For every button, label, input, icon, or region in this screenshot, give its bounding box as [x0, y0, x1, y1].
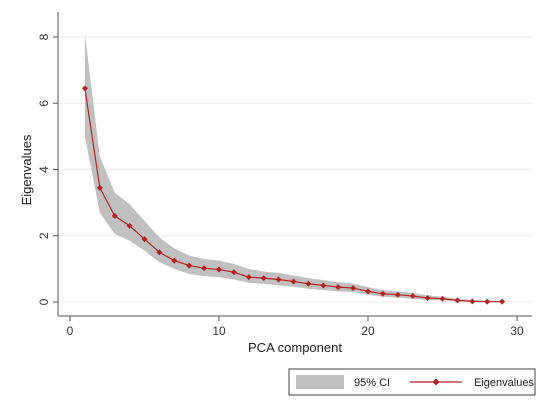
x-tick-label-2: 20 — [361, 324, 375, 338]
eigenvalue-point-26 — [454, 297, 461, 304]
eigenvalue-point-19 — [350, 285, 357, 292]
y-tick-label-2: 4 — [37, 166, 51, 173]
eigenvalue-point-10 — [216, 266, 222, 273]
eigenvalue-point-17 — [320, 282, 327, 289]
tick-labels: 0 2 4 6 8 0 10 20 30 — [37, 33, 524, 338]
eigenvalue-point-23 — [409, 293, 416, 300]
eigenvalue-point-28 — [484, 298, 491, 305]
eigenvalue-point-5 — [141, 236, 148, 243]
y-tick-label-3: 6 — [37, 100, 51, 107]
eigenvalue-point-4 — [126, 222, 133, 229]
eigenvalue-point-25 — [439, 295, 446, 302]
eigenvalue-point-13 — [260, 275, 267, 282]
eigenvalue-point-22 — [394, 291, 401, 298]
eigenvalue-point-21 — [379, 290, 386, 297]
eigenvalue-point-15 — [290, 278, 297, 285]
y-tick-label-0: 0 — [37, 298, 51, 305]
eigenvalue-point-20 — [365, 288, 371, 295]
eigenvalue-point-2 — [96, 184, 103, 191]
eigenvalue-point-9 — [201, 265, 208, 272]
eigenvalue-point-11 — [230, 269, 237, 276]
eigenvalue-point-18 — [335, 284, 342, 291]
eigenvalue-point-1 — [81, 85, 88, 92]
eigenvalue-point-3 — [111, 212, 118, 219]
eigenvalue-point-24 — [424, 295, 431, 302]
eigenvalue-series — [81, 85, 506, 305]
eigenvalue-point-6 — [156, 249, 163, 256]
y-tick-label-1: 2 — [37, 232, 51, 239]
eigenvalue-point-8 — [186, 262, 193, 269]
x-tick-label-3: 30 — [510, 324, 524, 338]
legend-swatch-ci — [296, 375, 344, 389]
y-axis-label: Eigenvalues — [19, 134, 34, 205]
legend-label-ci: 95% CI — [354, 377, 390, 389]
eigenvalue-point-12 — [245, 274, 252, 281]
x-axis-label: PCA component — [248, 340, 342, 355]
eigenvalue-point-27 — [469, 298, 476, 305]
eigenvalue-point-14 — [275, 276, 282, 283]
x-tick-label-1: 10 — [212, 324, 226, 338]
axes — [53, 12, 532, 321]
legend: 95% CI Eigenvalues — [288, 368, 536, 396]
eigenvalue-point-16 — [305, 280, 312, 287]
legend-label-eigen: Eigenvalues — [474, 377, 534, 389]
eigenvalue-point-29 — [499, 298, 506, 305]
x-tick-label-0: 0 — [67, 324, 74, 338]
y-tick-label-4: 8 — [37, 33, 51, 40]
eigenvalue-point-7 — [171, 257, 178, 264]
legend-swatch-eigen-marker — [432, 378, 440, 386]
